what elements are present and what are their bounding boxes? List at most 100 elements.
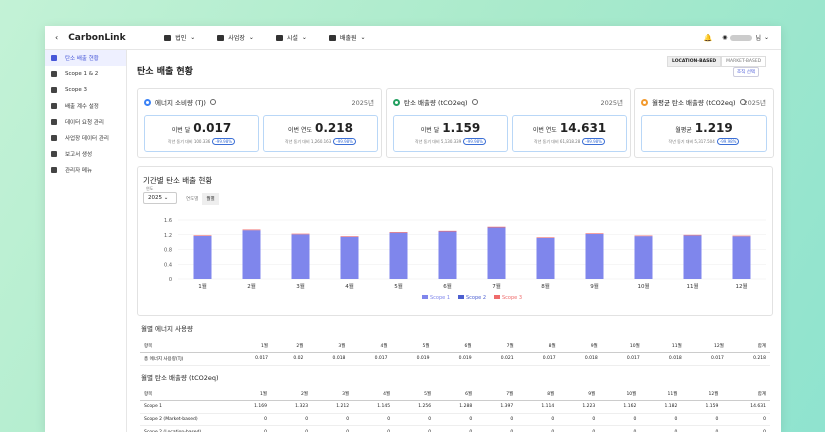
emission-table: 항목 1월 2월 3월 4월 5월 6월 7월 8월 9월 10월 11월 12월 합계 Scope 1 1.… — [140, 388, 770, 432]
info-icon — [471, 99, 478, 105]
sidebar-item[interactable]: 배출 계수 설정 — [45, 98, 126, 114]
change-badge: -99.98% — [333, 138, 356, 145]
nav-icon — [275, 34, 283, 41]
bar — [291, 233, 310, 235]
legend-label: Scope 3 — [502, 295, 522, 301]
stat-line: 이번 달 0.017 — [145, 121, 258, 135]
x-tick-label: 3월 — [296, 282, 305, 290]
card-year: 2025년 — [600, 99, 623, 107]
energy-table: 항목 1월 2월 3월 4월 5월 6월 7월 8월 9월 10월 11월 12월 합계 총 에너지 사용량… — [140, 340, 770, 366]
sidebar-item[interactable]: 보고서 생성 — [45, 146, 126, 162]
chevron: ⌄ — [248, 34, 254, 41]
bar — [193, 235, 212, 279]
x-tick-label: 5월 — [394, 282, 403, 290]
column-header: 5월 — [391, 340, 434, 354]
bar — [193, 235, 212, 236]
compare-text: 작년 동기 대비 61,818.28 — [534, 139, 581, 144]
card-title-text: 에너지 소비량 (TJ) — [155, 99, 206, 107]
stat-line: 이번 연도 0.218 — [264, 121, 377, 135]
table-cell: 1.212 — [312, 400, 354, 414]
page-title: 탄소 배출 현황 — [137, 67, 193, 77]
table-cell: 0 — [435, 413, 477, 427]
table-cell: Scope 2 (Market-based) — [140, 413, 230, 427]
change-badge: -99.98% — [463, 138, 486, 145]
column-header: 항목 — [140, 388, 230, 402]
chart-panel: 기간별 탄소 배출 현황 연도 2025 ⌄ 연도별 월별 0 0.4 0.8 1.2 1… — [137, 166, 773, 316]
column-header: 항목 — [140, 340, 230, 354]
sidebar-item[interactable]: Scope 1 & 2 — [45, 66, 126, 82]
stat-label: 이번 연도 — [532, 127, 557, 134]
back-button[interactable]: ‹ — [55, 33, 59, 42]
card-title: 에너지 소비량 (TJ) — [144, 97, 216, 107]
stat-box: 이번 연도 14.631 작년 동기 대비 61,818.28 -99.98% — [512, 115, 627, 152]
bar — [487, 226, 506, 228]
table-cell: 1.182 — [640, 400, 682, 414]
nav-item[interactable]: 시설 ⌄ — [275, 33, 307, 42]
column-header: 6월 — [433, 340, 476, 354]
logo[interactable]: CarbonLink — [68, 32, 126, 43]
stat-label: 이번 달 — [171, 127, 191, 134]
nav-item[interactable]: 사업장 ⌄ — [217, 33, 254, 42]
change-badge: -99.98% — [716, 138, 740, 145]
bar — [438, 230, 457, 232]
mode-option[interactable]: 연도별 — [186, 197, 199, 202]
table-cell: 0 — [722, 425, 770, 432]
stat-value: 1.219 — [694, 121, 733, 135]
table-cell: 0 — [271, 413, 313, 427]
table-cell: 0.021 — [475, 352, 518, 366]
nav-label: 시설 — [286, 35, 298, 42]
y-tick-label: 1.6 — [164, 218, 172, 224]
table-cell: 1.323 — [271, 400, 313, 414]
bar — [340, 236, 359, 237]
stat-line: 월평균 1.219 — [642, 121, 766, 135]
card-year: 2025년 — [743, 99, 766, 107]
nav-item[interactable]: 배출원 ⌄ — [328, 33, 366, 42]
x-tick-label: 9월 — [590, 282, 599, 290]
basis-option[interactable]: LOCATION-BASED — [667, 56, 722, 67]
table-cell: 0.017 — [685, 352, 728, 366]
column-header: 4월 — [349, 340, 392, 354]
basis-option[interactable]: MARKET-BASED — [721, 56, 767, 67]
sidebar-item[interactable]: 데이터 요청 관리 — [45, 114, 126, 130]
column-header: 3월 — [307, 340, 350, 354]
user-area: 🔔 ◉ 님 ⌄ — [703, 33, 769, 43]
nav-item[interactable]: 법인 ⌄ — [164, 33, 195, 42]
y-tick-label: 0.4 — [164, 262, 172, 268]
table-cell: 0 — [394, 413, 436, 427]
bell-icon[interactable]: 🔔 — [703, 33, 713, 42]
user-suffix: 님 — [755, 35, 761, 42]
sidebar-item[interactable]: 탄소 배출 현황 — [45, 50, 126, 66]
stat-label: 이번 달 — [420, 127, 440, 134]
stat-label: 이번 연도 — [288, 127, 313, 134]
org-button[interactable]: 조직 선택 — [733, 67, 759, 77]
table-row: 총 에너지 사용량(TJ) 0.017 0.02 0.018 0.017 0.019 0.0… — [140, 352, 770, 366]
sidebar-item[interactable]: 사업장 데이터 관리 — [45, 130, 126, 146]
energy-table-title: 월별 에너지 사용량 — [141, 325, 193, 333]
card-title-text: 월평균 탄소 배출량 (tCO2eq) — [652, 99, 736, 107]
year-select[interactable]: 2025 ⌄ — [143, 192, 177, 204]
emission-table-title: 월별 탄소 배출량 (tCO2eq) — [141, 374, 219, 382]
sidebar-label: 사업장 데이터 관리 — [65, 136, 109, 142]
table-cell: 1.159 — [681, 400, 723, 414]
legend-swatch — [494, 295, 500, 299]
sidebar-item[interactable]: 관리자 메뉴 — [45, 162, 126, 178]
sidebar-icon — [51, 135, 57, 141]
user-menu[interactable]: ◉ 님 ⌄ — [722, 34, 769, 42]
table-cell: 0 — [640, 425, 682, 432]
sidebar-item[interactable]: Scope 3 — [45, 82, 126, 98]
chevron: ⌄ — [190, 34, 196, 41]
table-cell: 1.162 — [599, 400, 641, 414]
mode-option[interactable]: 월별 — [202, 193, 219, 205]
nav-label: 법인 — [175, 35, 187, 42]
table-cell: Scope 1 — [140, 400, 230, 414]
sidebar-label: 관리자 메뉴 — [65, 168, 93, 174]
stat-box: 이번 달 0.017 작년 동기 대비 100.336 -99.98% — [144, 115, 259, 152]
header: ‹ CarbonLink 법인 ⌄ 사업장 ⌄ 시설 ⌄ 배출원 ⌄ 🔔 ◉ 님 ⌄ — [45, 26, 781, 50]
legend-label: Scope 2 — [466, 295, 486, 301]
bar — [732, 236, 751, 279]
bar — [438, 231, 457, 279]
card-icon — [144, 98, 151, 106]
table-cell: 14.631 — [722, 400, 770, 414]
column-header: 2월 — [272, 340, 308, 354]
